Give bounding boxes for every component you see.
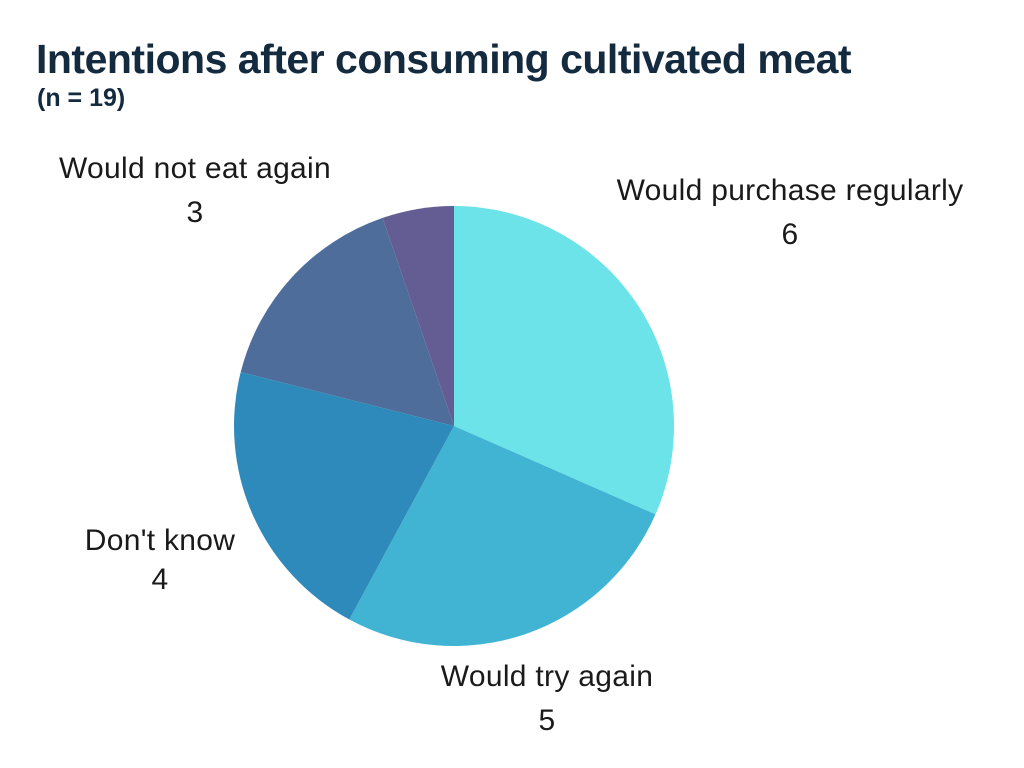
pie-slice-don-t-know [234,371,454,620]
slice-label-would-not-eat-again: Would not eat again 3 [30,148,360,234]
slice-value-text: 6 [781,218,799,251]
slice-label-text: Don't know [84,524,236,557]
pie-slice-would-purchase-regularly [454,206,674,515]
chart-title: Intentions after consuming cultivated me… [36,36,852,82]
slice-label-text: Would try again [440,660,654,693]
slice-label-would-purchase-regularly: Would purchase regularly 6 [600,170,980,256]
slice-label-dont-know: Don't know 4 [60,522,260,598]
slice-value-text: 5 [538,704,556,737]
pie-slice-unlabeled [382,206,454,426]
pie-slice-would-try-again [349,426,656,647]
slice-value-text: 3 [186,196,204,229]
pie-slice-would-not-eat-again [240,217,454,426]
slice-label-would-try-again: Would try again 5 [407,656,687,742]
slice-label-text: Would purchase regularly [616,174,964,207]
chart-subtitle: (n = 19) [37,84,126,112]
slice-label-text: Would not eat again [58,152,331,185]
slice-value-text: 4 [151,563,169,596]
